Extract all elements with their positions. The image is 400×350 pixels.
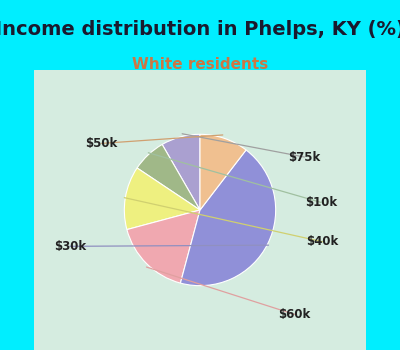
Text: $40k: $40k (306, 235, 339, 248)
Wedge shape (200, 134, 246, 210)
Text: $30k: $30k (54, 240, 86, 253)
Wedge shape (137, 145, 200, 210)
Text: $10k: $10k (305, 196, 337, 209)
Text: Income distribution in Phelps, KY (%): Income distribution in Phelps, KY (%) (0, 20, 400, 38)
Wedge shape (180, 150, 276, 286)
Wedge shape (124, 168, 200, 230)
Wedge shape (162, 134, 200, 210)
Bar (34, 70, 366, 350)
Text: White residents: White residents (132, 57, 268, 72)
Wedge shape (127, 210, 200, 283)
Text: $50k: $50k (86, 137, 118, 150)
Text: $75k: $75k (288, 150, 320, 163)
Text: $60k: $60k (278, 308, 311, 321)
